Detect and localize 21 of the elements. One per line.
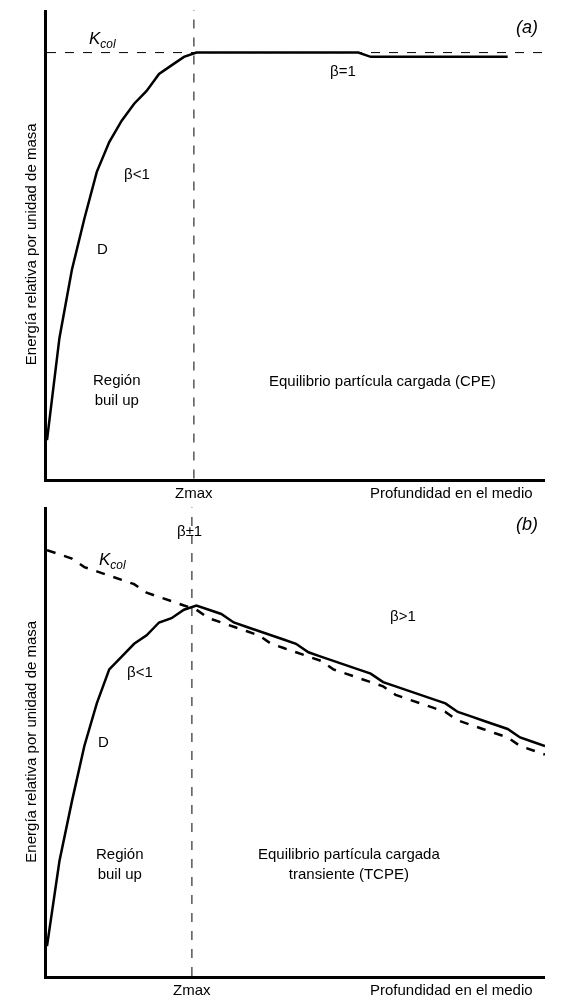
annotation: Equilibrio partícula cargada transiente (TCPE) — [258, 845, 441, 882]
annotation: D — [97, 240, 108, 257]
text: β±1 — [177, 522, 203, 539]
chart-title: (a) — [516, 17, 538, 37]
annotation: β>1 — [390, 607, 416, 624]
annotation: Región buil up — [93, 371, 141, 408]
x-axis-title: Profundidad en el medio — [370, 484, 533, 501]
text: Zmax — [175, 484, 213, 501]
annotation: β<1 — [127, 663, 153, 680]
ref-line-label: K$_{col}$ — [89, 29, 116, 51]
text: Zmax — [173, 981, 211, 998]
y-axis-title: Energía relativa por unidad de masa — [22, 620, 40, 863]
annotation: β=1 — [330, 62, 356, 79]
annotation: Región buil up — [96, 845, 144, 882]
series-label: K$_{col}$ — [99, 550, 126, 572]
annotation: D — [98, 733, 109, 750]
chart-title: (b) — [516, 514, 538, 534]
annotation: Equilibrio partícula cargada (CPE) — [269, 372, 496, 389]
annotation: β<1 — [124, 165, 150, 182]
y-axis-title: Energía relativa por unidad de masa — [22, 122, 40, 366]
x-axis-title: Profundidad en el medio — [370, 981, 533, 998]
